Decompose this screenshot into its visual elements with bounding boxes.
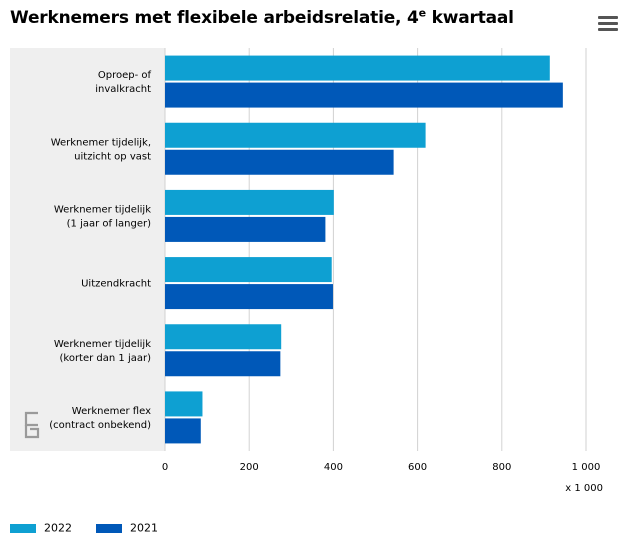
category-label: invalkracht bbox=[95, 84, 151, 95]
bar[interactable] bbox=[165, 418, 201, 444]
legend-item-2021[interactable]: 2021 bbox=[96, 521, 158, 535]
bar[interactable] bbox=[165, 351, 281, 377]
x-tick-label: 200 bbox=[240, 462, 259, 473]
category-label: Werknemer tijdelijk bbox=[54, 339, 151, 350]
bar[interactable] bbox=[165, 324, 282, 350]
category-label: Oproep- of bbox=[98, 70, 152, 81]
bar[interactable] bbox=[165, 55, 550, 81]
category-label: (korter dan 1 jaar) bbox=[59, 353, 151, 364]
legend-label-2022: 2022 bbox=[44, 521, 72, 535]
x-tick-label: 0 bbox=[162, 462, 168, 473]
bar[interactable] bbox=[165, 257, 332, 283]
x-tick-label: 1 000 bbox=[572, 462, 601, 473]
bar[interactable] bbox=[165, 149, 394, 175]
category-label: (1 jaar of langer) bbox=[67, 218, 151, 229]
unit-label: x 1 000 bbox=[565, 483, 603, 494]
category-label: Werknemer flex bbox=[72, 406, 151, 417]
bars bbox=[165, 55, 563, 444]
bar[interactable] bbox=[165, 391, 203, 417]
bar[interactable] bbox=[165, 216, 326, 242]
legend-item-2022[interactable]: 2022 bbox=[10, 521, 72, 535]
legend-label-2021: 2021 bbox=[130, 521, 158, 535]
category-label: Werknemer tijdelijk, bbox=[51, 137, 151, 148]
x-tick-label: 400 bbox=[324, 462, 343, 473]
tick-labels: 0 200 400 600 800 1 000 bbox=[162, 462, 601, 473]
bar[interactable] bbox=[165, 82, 563, 108]
category-label: uitzicht op vast bbox=[74, 151, 151, 162]
category-label: Uitzendkracht bbox=[81, 279, 151, 290]
grid-lines bbox=[164, 48, 587, 451]
bar[interactable] bbox=[165, 189, 334, 215]
legend-swatch-2021 bbox=[96, 523, 122, 533]
category-label: Werknemer tijdelijk bbox=[54, 204, 151, 215]
category-label: (contract onbekend) bbox=[49, 420, 151, 431]
bar[interactable] bbox=[165, 284, 333, 310]
page-title: Werknemers met flexibele arbeidsrelatie,… bbox=[10, 6, 514, 28]
category-labels: Oproep- of invalkracht Werknemer tijdelijk… bbox=[49, 70, 151, 431]
x-tick-label: 800 bbox=[492, 462, 511, 473]
x-tick-label: 600 bbox=[408, 462, 427, 473]
category-panel bbox=[10, 48, 165, 451]
cbs-logo-icon bbox=[24, 411, 40, 439]
hamburger-menu-icon[interactable] bbox=[598, 16, 618, 32]
legend-swatch-2022 bbox=[10, 523, 36, 533]
bar[interactable] bbox=[165, 122, 426, 148]
